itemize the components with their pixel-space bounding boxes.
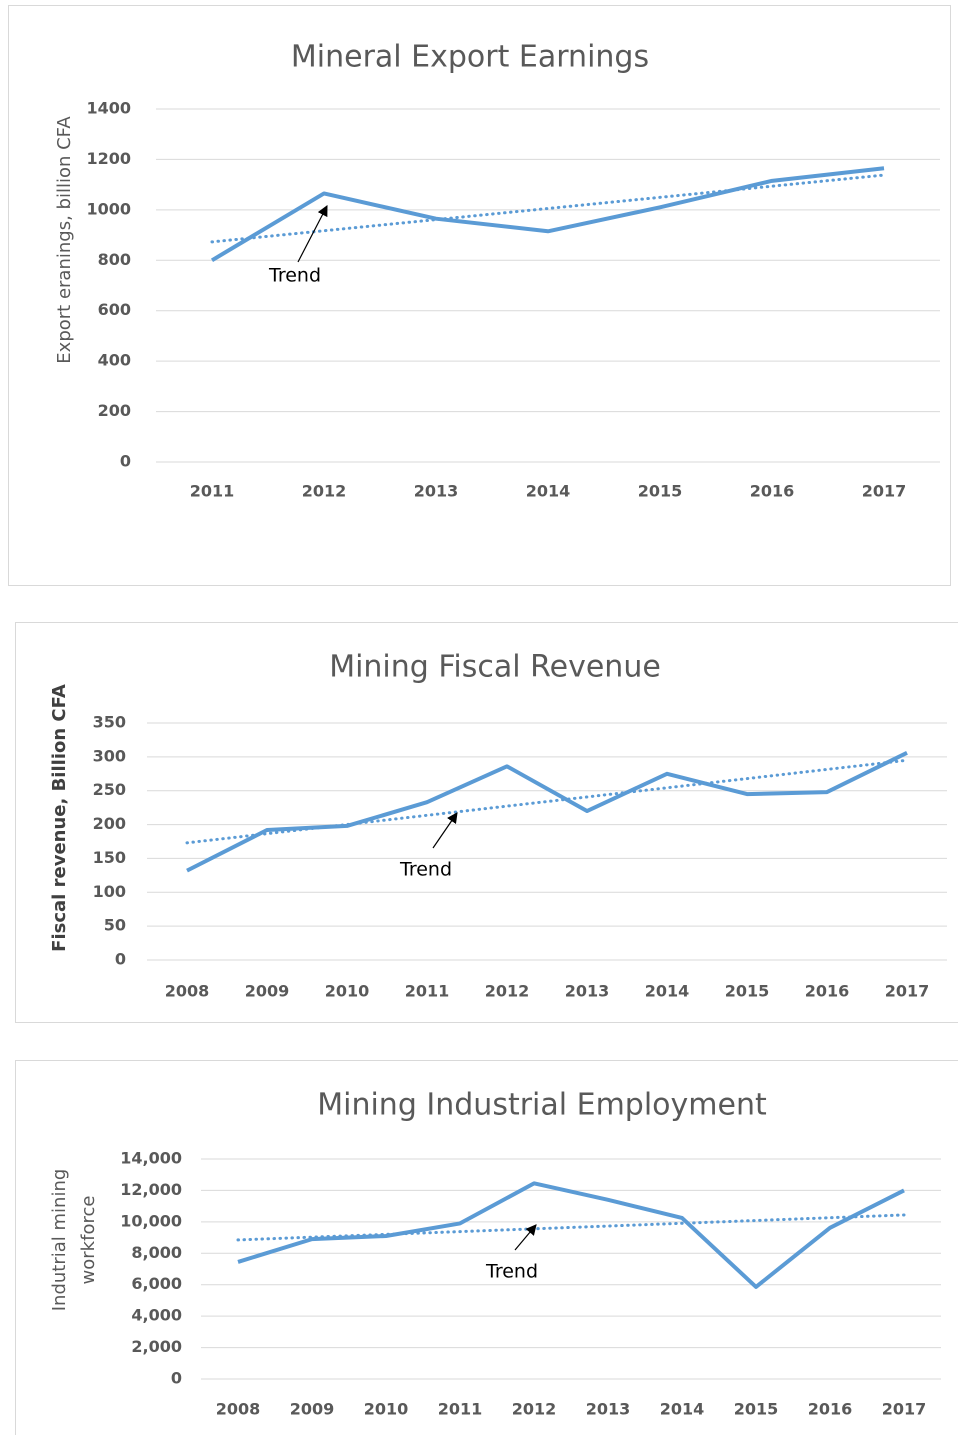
y-tick-label: 200 [98, 401, 131, 420]
y-tick-label: 1400 [86, 99, 131, 118]
y-tick-label: 10,000 [120, 1211, 182, 1230]
x-tick-label: 2017 [885, 982, 930, 1001]
x-tick-label: 2017 [882, 1400, 927, 1419]
chart-title: Mineral Export Earnings [291, 40, 649, 75]
x-tick-label: 2011 [438, 1400, 483, 1419]
y-axis-label: Indutrial mining [49, 1169, 70, 1312]
y-tick-label: 14,000 [120, 1149, 182, 1168]
x-tick-label: 2012 [302, 482, 347, 501]
chart-title: Mining Industrial Employment [317, 1088, 767, 1123]
annotation: Trend [485, 1261, 538, 1283]
x-tick-label: 2016 [750, 482, 795, 501]
x-tick-label: 2013 [565, 982, 610, 1001]
x-tick-label: 2008 [165, 982, 210, 1001]
x-tick-label: 2015 [638, 482, 683, 501]
x-tick-label: 2016 [805, 982, 850, 1001]
y-axis-label: Export eranings, billion CFA [54, 116, 75, 364]
y-axis-label: Fiscal revenue, Billion CFA [49, 684, 70, 952]
trend-line [210, 173, 886, 244]
annotation: Trend [399, 859, 452, 881]
x-tick-label: 2008 [216, 1400, 261, 1419]
data-line [186, 750, 908, 873]
x-tick-label: 2012 [512, 1400, 557, 1419]
x-tick-label: 2013 [586, 1400, 631, 1419]
x-tick-label: 2015 [734, 1400, 779, 1419]
y-tick-label: 12,000 [120, 1180, 182, 1199]
y-tick-label: 300 [93, 746, 126, 765]
data-line [237, 1181, 905, 1289]
x-tick-label: 2011 [405, 982, 450, 1001]
x-tick-label: 2012 [485, 982, 530, 1001]
y-tick-label: 8,000 [131, 1243, 182, 1262]
y-tick-label: 100 [93, 882, 126, 901]
y-tick-label: 1000 [86, 199, 131, 218]
x-tick-label: 2014 [645, 982, 690, 1001]
data-line [210, 166, 885, 263]
y-tick-label: 200 [93, 814, 126, 833]
chart-title: Mining Fiscal Revenue [329, 650, 661, 685]
y-tick-label: 350 [93, 713, 126, 732]
y-tick-label: 4,000 [131, 1306, 182, 1325]
chart-border [15, 622, 958, 1023]
annotation-arrow [514, 1224, 537, 1251]
x-tick-label: 2015 [725, 982, 770, 1001]
chart-border [15, 1060, 958, 1435]
annotation-arrow [297, 205, 328, 263]
x-tick-label: 2010 [364, 1400, 409, 1419]
y-tick-label: 50 [104, 916, 126, 935]
y-tick-label: 150 [93, 848, 126, 867]
y-tick-label: 0 [115, 950, 126, 969]
y-tick-label: 800 [98, 250, 131, 269]
x-tick-label: 2017 [862, 482, 907, 501]
x-tick-label: 2014 [526, 482, 571, 501]
x-tick-label: 2016 [808, 1400, 853, 1419]
y-tick-label: 2,000 [131, 1337, 182, 1356]
y-tick-label: 400 [98, 351, 131, 370]
x-tick-label: 2010 [325, 982, 370, 1001]
x-tick-label: 2009 [290, 1400, 335, 1419]
x-tick-label: 2011 [190, 482, 235, 501]
chart-border [8, 5, 951, 586]
y-tick-label: 250 [93, 780, 126, 799]
y-tick-label: 600 [98, 300, 131, 319]
y-tick-label: 6,000 [131, 1274, 182, 1293]
y-axis-label: workforce [78, 1196, 99, 1285]
x-tick-label: 2014 [660, 1400, 705, 1419]
annotation-arrow [432, 812, 458, 849]
x-tick-label: 2009 [245, 982, 290, 1001]
y-tick-label: 0 [120, 452, 131, 471]
annotation: Trend [268, 265, 321, 287]
y-tick-label: 1200 [86, 149, 131, 168]
x-tick-label: 2013 [414, 482, 459, 501]
y-tick-label: 0 [171, 1369, 182, 1388]
